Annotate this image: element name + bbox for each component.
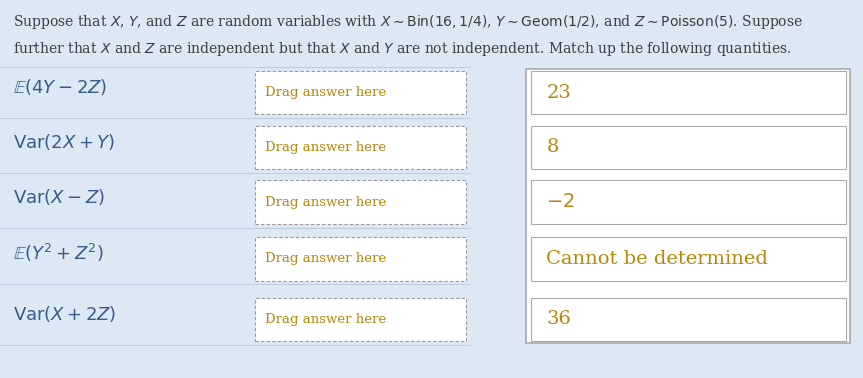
Bar bbox=[531, 180, 846, 224]
Bar bbox=[531, 237, 846, 280]
Bar bbox=[255, 180, 466, 224]
Bar bbox=[255, 298, 466, 341]
Text: Drag answer here: Drag answer here bbox=[265, 253, 386, 265]
Text: 23: 23 bbox=[546, 84, 571, 102]
Text: $\mathbb{E}(Y^2 + Z^2)$: $\mathbb{E}(Y^2 + Z^2)$ bbox=[13, 242, 104, 264]
Bar bbox=[255, 71, 466, 114]
Text: Suppose that $X$, $Y$, and $Z$ are random variables with $X \sim \mathrm{Bin}(16: Suppose that $X$, $Y$, and $Z$ are rando… bbox=[13, 13, 803, 31]
Text: Drag answer here: Drag answer here bbox=[265, 313, 386, 326]
Bar bbox=[255, 125, 466, 169]
Bar bbox=[531, 125, 846, 169]
Text: $-2$: $-2$ bbox=[546, 193, 575, 211]
Text: $\mathrm{Var}(X - Z)$: $\mathrm{Var}(X - Z)$ bbox=[13, 187, 105, 206]
Text: further that $X$ and $Z$ are independent but that $X$ and $Y$ are not independen: further that $X$ and $Z$ are independent… bbox=[13, 40, 791, 58]
Text: Cannot be determined: Cannot be determined bbox=[546, 250, 768, 268]
Text: Drag answer here: Drag answer here bbox=[265, 141, 386, 154]
Text: $\mathbb{E}(4Y - 2Z)$: $\mathbb{E}(4Y - 2Z)$ bbox=[13, 77, 107, 97]
Bar bbox=[526, 69, 850, 343]
Text: Drag answer here: Drag answer here bbox=[265, 196, 386, 209]
Text: $\mathrm{Var}(X + 2Z)$: $\mathrm{Var}(X + 2Z)$ bbox=[13, 304, 117, 324]
Text: $\mathrm{Var}(2X + Y)$: $\mathrm{Var}(2X + Y)$ bbox=[13, 132, 115, 152]
Bar bbox=[531, 71, 846, 114]
Bar bbox=[255, 237, 466, 280]
Text: 8: 8 bbox=[546, 138, 558, 156]
Text: Drag answer here: Drag answer here bbox=[265, 86, 386, 99]
Bar bbox=[531, 298, 846, 341]
Text: 36: 36 bbox=[546, 310, 571, 328]
